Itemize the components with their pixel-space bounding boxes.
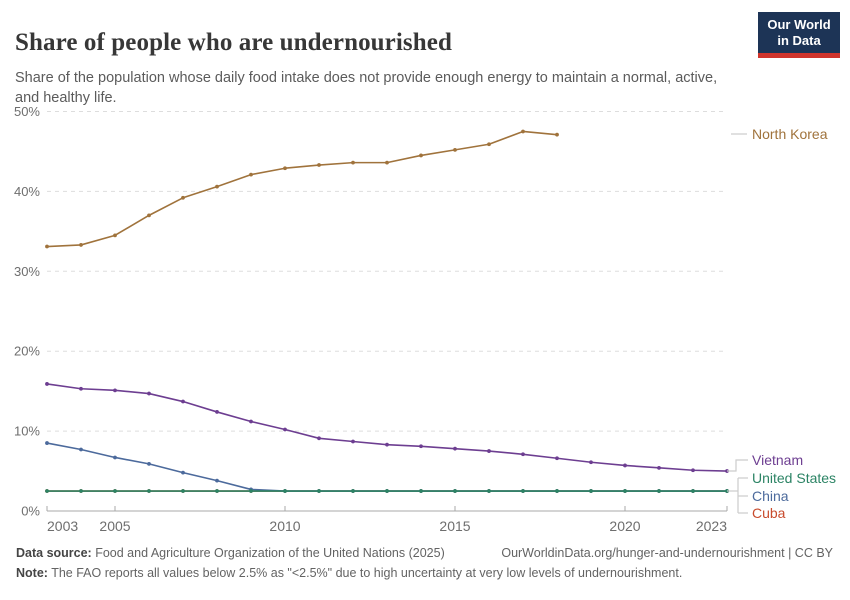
data-point-united-states[interactable]	[385, 489, 389, 493]
data-point-north-korea[interactable]	[249, 172, 253, 177]
data-point-vietnam[interactable]	[283, 427, 287, 432]
data-point-china[interactable]	[215, 478, 219, 483]
data-point-united-states[interactable]	[555, 489, 559, 493]
data-point-united-states[interactable]	[623, 489, 627, 493]
series-line-north-korea[interactable]	[46, 130, 558, 248]
data-point-china[interactable]	[147, 461, 151, 466]
data-point-china[interactable]	[113, 455, 117, 460]
x-tick-label-2020: 2020	[609, 518, 640, 534]
data-point-united-states[interactable]	[691, 489, 695, 493]
data-point-china[interactable]	[45, 441, 49, 445]
y-tick-label-50: 50%	[14, 104, 40, 119]
data-point-north-korea[interactable]	[555, 132, 559, 137]
data-point-north-korea[interactable]	[487, 142, 491, 147]
data-point-north-korea[interactable]	[419, 153, 423, 158]
owid-logo-line2: in Data	[777, 32, 821, 48]
data-point-united-states[interactable]	[351, 489, 355, 493]
owid-logo[interactable]: Our World in Data	[758, 12, 840, 58]
data-point-united-states[interactable]	[657, 489, 661, 493]
data-point-united-states[interactable]	[249, 489, 253, 493]
data-point-vietnam[interactable]	[113, 388, 117, 393]
data-point-china[interactable]	[79, 447, 83, 452]
data-source-line: Data source: Food and Agriculture Organi…	[16, 546, 445, 560]
data-source-label: Data source:	[16, 546, 92, 560]
data-point-vietnam[interactable]	[181, 399, 185, 404]
data-point-united-states[interactable]	[45, 489, 49, 493]
data-point-vietnam[interactable]	[317, 436, 321, 441]
legend-label-north-korea[interactable]: North Korea	[752, 126, 828, 142]
data-point-north-korea[interactable]	[45, 244, 49, 249]
data-point-north-korea[interactable]	[147, 213, 151, 218]
data-point-north-korea[interactable]	[521, 129, 525, 134]
page-title: Share of people who are undernourished	[15, 28, 452, 56]
data-point-united-states[interactable]	[113, 489, 117, 493]
data-point-vietnam[interactable]	[487, 449, 491, 453]
series-line-vietnam[interactable]	[46, 383, 728, 472]
data-point-united-states[interactable]	[181, 489, 185, 493]
data-point-north-korea[interactable]	[351, 160, 355, 165]
data-point-china[interactable]	[181, 470, 185, 475]
x-tick-label-2003: 2003	[47, 518, 78, 534]
data-point-united-states[interactable]	[487, 489, 491, 493]
data-point-vietnam[interactable]	[351, 439, 355, 444]
legend-label-vietnam[interactable]: Vietnam	[752, 452, 804, 468]
data-point-vietnam[interactable]	[215, 410, 219, 414]
x-tick-label-2015: 2015	[439, 518, 470, 534]
data-point-vietnam[interactable]	[79, 386, 83, 391]
data-point-vietnam[interactable]	[419, 444, 423, 449]
data-point-north-korea[interactable]	[113, 233, 117, 238]
data-point-north-korea[interactable]	[79, 243, 83, 247]
data-point-north-korea[interactable]	[215, 184, 219, 189]
data-point-north-korea[interactable]	[181, 195, 185, 200]
data-point-united-states[interactable]	[79, 489, 83, 493]
data-point-vietnam[interactable]	[147, 391, 151, 396]
data-point-united-states[interactable]	[317, 489, 321, 493]
data-point-north-korea[interactable]	[317, 163, 321, 167]
data-point-vietnam[interactable]	[589, 460, 593, 465]
data-point-vietnam[interactable]	[385, 442, 389, 447]
legend-label-united-states[interactable]: United States	[752, 470, 837, 486]
legend-label-china[interactable]: China	[752, 488, 789, 504]
legend-connector-1	[727, 459, 748, 472]
data-source-value: Food and Agriculture Organization of the…	[95, 546, 445, 560]
note-text: The FAO reports all values below 2.5% as…	[51, 566, 683, 580]
chart-subtitle: Share of the population whose daily food…	[15, 69, 718, 106]
note-label: Note:	[16, 566, 48, 580]
data-point-north-korea[interactable]	[283, 166, 287, 171]
owid-logo-line1: Our World	[767, 16, 831, 32]
legend-label-cuba[interactable]: Cuba	[752, 505, 786, 521]
y-tick-label-30: 30%	[14, 264, 40, 279]
data-point-united-states[interactable]	[453, 489, 457, 493]
data-point-vietnam[interactable]	[691, 468, 695, 473]
data-point-vietnam[interactable]	[657, 465, 661, 470]
data-point-united-states[interactable]	[215, 489, 219, 493]
data-point-vietnam[interactable]	[453, 446, 457, 451]
data-point-vietnam[interactable]	[45, 382, 49, 386]
data-point-united-states[interactable]	[419, 489, 423, 493]
y-tick-label-20: 20%	[14, 344, 40, 359]
data-point-north-korea[interactable]	[453, 147, 457, 152]
data-point-vietnam[interactable]	[623, 463, 627, 468]
data-point-united-states[interactable]	[589, 489, 593, 493]
owid-url-link[interactable]: OurWorldinData.org/hunger-and-undernouri…	[501, 546, 833, 560]
data-point-vietnam[interactable]	[521, 452, 525, 457]
x-tick-label-2005: 2005	[99, 518, 130, 534]
x-tick-label-2010: 2010	[269, 518, 300, 534]
x-tick-label-2023: 2023	[696, 518, 727, 534]
data-point-north-korea[interactable]	[385, 160, 389, 165]
y-tick-label-40: 40%	[14, 184, 40, 199]
chart-footer: Data source: Food and Agriculture Organi…	[16, 546, 833, 580]
y-tick-label-0: 0%	[21, 504, 40, 519]
y-tick-label-10: 10%	[14, 424, 40, 439]
data-point-united-states[interactable]	[283, 489, 287, 493]
data-point-vietnam[interactable]	[249, 419, 253, 424]
data-point-vietnam[interactable]	[555, 456, 559, 461]
data-point-united-states[interactable]	[147, 489, 151, 493]
data-point-united-states[interactable]	[521, 489, 525, 493]
